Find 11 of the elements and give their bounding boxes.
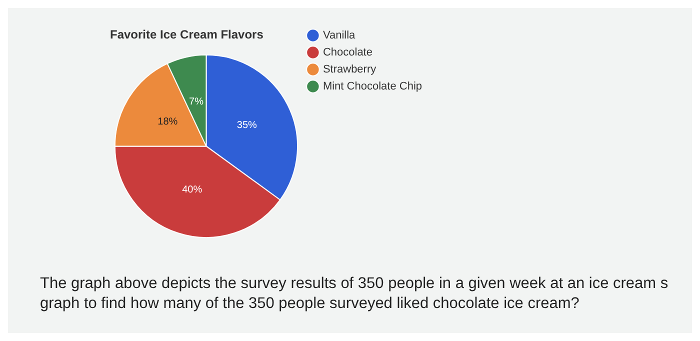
data-label: 18% <box>158 116 178 128</box>
data-label: 35% <box>236 120 258 132</box>
legend-label: Vanilla <box>322 30 356 42</box>
data-label: 40% <box>182 184 202 196</box>
text: The graph above depicts the survey results of 350 people in a given week at an ice cream s <box>40 274 670 294</box>
legend-label: Mint Chocolate Chip <box>322 80 422 93</box>
chart-title: Favorite Ice Cream Flavors <box>110 28 264 42</box>
legend-label: Chocolate <box>322 46 372 59</box>
text: graph to find how many of the 350 people surveyed liked chocolate ice cream? <box>40 294 580 314</box>
data-label: 7% <box>189 96 204 108</box>
legend-label: Strawberry <box>322 64 377 76</box>
